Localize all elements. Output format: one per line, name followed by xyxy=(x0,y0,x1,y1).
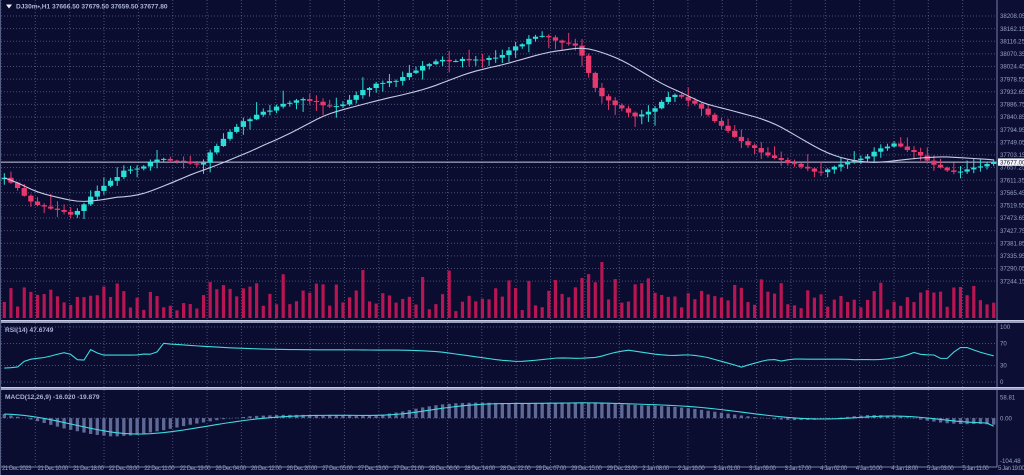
svg-text:0.00: 0.00 xyxy=(1000,415,1012,422)
svg-text:37932.65: 37932.65 xyxy=(1000,89,1024,96)
svg-text:37565.45: 37565.45 xyxy=(1000,190,1024,197)
svg-text:22 Dec 19:00: 22 Dec 19:00 xyxy=(180,465,211,472)
svg-text:3 Jan 09:00: 3 Jan 09:00 xyxy=(749,465,776,472)
svg-text:5 Jan 11:00: 5 Jan 11:00 xyxy=(962,465,989,472)
svg-text:28 Dec 06:00: 28 Dec 06:00 xyxy=(429,465,460,472)
svg-text:28 Dec 14:00: 28 Dec 14:00 xyxy=(464,465,495,472)
svg-text:38024.45: 38024.45 xyxy=(1000,64,1024,71)
svg-text:MACD(12,26,9) -16.020 -19.879: MACD(12,26,9) -16.020 -19.879 xyxy=(5,394,100,401)
svg-text:37381.85: 37381.85 xyxy=(1000,240,1024,247)
svg-text:5 Jan 03:00: 5 Jan 03:00 xyxy=(927,465,954,472)
svg-text:2 Jan 08:00: 2 Jan 08:00 xyxy=(642,465,669,472)
svg-text:27 Dec 05:00: 27 Dec 05:00 xyxy=(322,465,353,472)
svg-text:26 Dec 20:00: 26 Dec 20:00 xyxy=(287,465,318,472)
svg-text:37473.65: 37473.65 xyxy=(1000,215,1024,222)
svg-text:37794.95: 37794.95 xyxy=(1000,127,1024,134)
svg-text:4 Jan 10:00: 4 Jan 10:00 xyxy=(856,465,883,472)
svg-text:21 Dec 2023: 21 Dec 2023 xyxy=(2,465,32,472)
svg-text:22 Dec 11:00: 22 Dec 11:00 xyxy=(144,465,175,472)
svg-text:29 Dec 15:00: 29 Dec 15:00 xyxy=(571,465,602,472)
svg-text:37677.00: 37677.00 xyxy=(1000,159,1024,166)
svg-text:22 Dec 03:00: 22 Dec 03:00 xyxy=(109,465,140,472)
svg-text:4 Jan 18:00: 4 Jan 18:00 xyxy=(891,465,918,472)
svg-text:37978.55: 37978.55 xyxy=(1000,76,1024,83)
svg-text:100: 100 xyxy=(1000,324,1011,331)
svg-text:37840.85: 37840.85 xyxy=(1000,114,1024,121)
svg-text:37749.05: 37749.05 xyxy=(1000,139,1024,146)
svg-text:27 Dec 21:00: 27 Dec 21:00 xyxy=(393,465,424,472)
svg-text:21 Dec 18:00: 21 Dec 18:00 xyxy=(73,465,104,472)
svg-text:37886.75: 37886.75 xyxy=(1000,102,1024,109)
svg-text:29 Dec 07:00: 29 Dec 07:00 xyxy=(536,465,567,472)
svg-text:28 Dec 22:00: 28 Dec 22:00 xyxy=(500,465,531,472)
svg-text:26 Dec 04:00: 26 Dec 04:00 xyxy=(215,465,246,472)
svg-text:3 Jan 01:00: 3 Jan 01:00 xyxy=(713,465,740,472)
svg-text:RSI(14) 47.6749: RSI(14) 47.6749 xyxy=(5,327,54,334)
svg-text:37244.15: 37244.15 xyxy=(1000,278,1024,285)
svg-text:26 Dec 12:00: 26 Dec 12:00 xyxy=(251,465,282,472)
svg-text:37335.95: 37335.95 xyxy=(1000,253,1024,260)
svg-text:21 Dec 10:00: 21 Dec 10:00 xyxy=(38,465,69,472)
svg-text:DJ30m•,H1 37666.50 37679.50: DJ30m•,H1 37666.50 37679.50 37659.50 376… xyxy=(16,3,168,10)
svg-text:4 Jan 02:00: 4 Jan 02:00 xyxy=(820,465,847,472)
svg-text:29 Dec 23:00: 29 Dec 23:00 xyxy=(607,465,638,472)
svg-text:38070.35: 38070.35 xyxy=(1000,51,1024,58)
svg-text:2 Jan 16:00: 2 Jan 16:00 xyxy=(678,465,705,472)
svg-text:37611.35: 37611.35 xyxy=(1000,177,1024,184)
svg-text:3 Jan 17:00: 3 Jan 17:00 xyxy=(785,465,812,472)
svg-text:38116.25: 38116.25 xyxy=(1000,38,1024,45)
svg-text:37290.05: 37290.05 xyxy=(1000,266,1024,273)
svg-text:5 Jan 19:00: 5 Jan 19:00 xyxy=(998,465,1024,472)
svg-text:37703.15: 37703.15 xyxy=(1000,152,1024,159)
svg-text:38208.05: 38208.05 xyxy=(1000,13,1024,20)
svg-text:37427.75: 37427.75 xyxy=(1000,228,1024,235)
svg-text:30: 30 xyxy=(1000,363,1007,370)
svg-text:70: 70 xyxy=(1000,341,1007,348)
svg-text:58.81: 58.81 xyxy=(1000,395,1016,402)
svg-text:38162.15: 38162.15 xyxy=(1000,26,1024,33)
svg-text:27 Dec 13:00: 27 Dec 13:00 xyxy=(358,465,389,472)
svg-text:37519.55: 37519.55 xyxy=(1000,203,1024,210)
